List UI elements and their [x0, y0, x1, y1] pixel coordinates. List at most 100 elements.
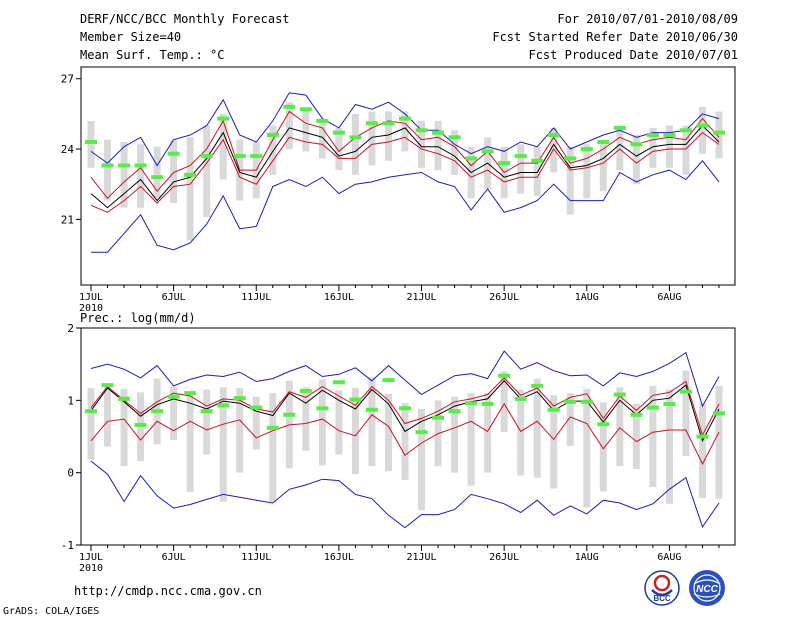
- obs-marker: [713, 130, 725, 135]
- spread-box: [599, 142, 607, 192]
- spread-box: [665, 389, 673, 504]
- spread-box: [368, 111, 376, 166]
- x-tick-label: 6AUG: [657, 292, 681, 303]
- spread-box: [418, 409, 426, 511]
- spread-box: [649, 385, 657, 488]
- spread-box: [434, 120, 442, 171]
- y-tick-label: 27: [61, 73, 74, 86]
- obs-marker: [580, 147, 593, 152]
- spread-box: [599, 402, 607, 492]
- spread-box: [368, 377, 376, 467]
- obs-marker: [713, 411, 725, 416]
- x-tick-label: 6JUL: [162, 552, 186, 563]
- y-tick-label: -1: [61, 539, 74, 552]
- obs-marker: [200, 154, 213, 159]
- obs-marker: [465, 401, 478, 406]
- ncc-logo-text: NCC: [696, 584, 718, 595]
- obs-marker: [597, 140, 610, 145]
- spread-box: [87, 388, 95, 460]
- obs-marker: [448, 135, 461, 140]
- obs-marker: [118, 396, 131, 401]
- obs-marker: [564, 156, 577, 161]
- obs-marker: [134, 422, 147, 427]
- chart-title: DERF/NCC/BCC Monthly Forecast: [80, 12, 290, 26]
- obs-marker: [531, 158, 544, 163]
- obs-marker: [498, 161, 511, 166]
- obs-marker: [630, 412, 643, 417]
- member-size: Member Size=40: [80, 30, 182, 44]
- obs-marker: [679, 389, 692, 394]
- spread-box: [120, 142, 128, 208]
- grads-credit: GrADS: COLA/IGES: [3, 606, 100, 617]
- obs-marker: [167, 151, 180, 156]
- obs-marker: [679, 128, 692, 133]
- spread-box: [269, 393, 277, 504]
- spread-box: [302, 109, 310, 152]
- obs-marker: [217, 116, 230, 121]
- spread-box: [318, 123, 326, 159]
- obs-marker: [547, 407, 560, 412]
- obs-marker: [332, 380, 345, 385]
- forecast-period: For 2010/07/01-2010/08/09: [557, 12, 738, 26]
- spread-box: [252, 396, 260, 450]
- spread-box: [665, 125, 673, 168]
- obs-marker: [696, 123, 709, 128]
- spread-box: [550, 395, 558, 489]
- spread-box: [682, 370, 690, 457]
- obs-marker: [233, 154, 246, 159]
- precip-label: Prec.: log(mm/d): [80, 311, 196, 325]
- max-line: [90, 92, 720, 167]
- spread-box: [550, 127, 558, 173]
- bcc-logo-text: BCC: [653, 594, 671, 603]
- obs-marker: [299, 388, 312, 393]
- obs-marker: [349, 397, 362, 402]
- obs-marker: [432, 415, 445, 420]
- obs-marker: [399, 406, 411, 411]
- precipitation-panel: 1JUL 6JUL 11JUL 16JUL 21JUL 26JUL 1AUG 6AUG 2010…: [61, 322, 736, 574]
- spread-box: [318, 379, 326, 466]
- spread-box: [186, 393, 194, 493]
- obs-marker: [481, 401, 494, 406]
- obs-marker: [663, 401, 676, 406]
- spread-box: [715, 111, 723, 159]
- bcc-logo: BCC: [644, 570, 680, 606]
- spread-box: [186, 137, 194, 241]
- spread-box: [120, 388, 128, 467]
- x-tick-label: 1JUL: [79, 552, 103, 563]
- obs-marker: [151, 175, 164, 180]
- spread-box: [203, 125, 211, 218]
- obs-marker: [151, 409, 164, 414]
- upper-line: [90, 377, 720, 437]
- obs-marker: [101, 383, 114, 388]
- forecast-started: Fcst Started Refer Date 2010/06/30: [492, 30, 738, 44]
- spread-box: [384, 111, 392, 161]
- obs-marker: [299, 107, 312, 112]
- obs-marker: [85, 140, 97, 145]
- obs-marker: [250, 154, 263, 159]
- spread-box: [649, 127, 657, 168]
- spread-box: [698, 106, 706, 154]
- x-year-label: 2010: [79, 563, 103, 574]
- obs-marker: [283, 104, 296, 109]
- spread-box: [104, 387, 112, 447]
- obs-marker: [365, 121, 378, 126]
- temperature-panel: 1JUL 6JUL 11JUL 16JUL 21JUL 26JUL 1AUG 6AUG 2010…: [61, 66, 736, 314]
- obs-marker: [613, 125, 626, 130]
- spread-box: [351, 113, 359, 175]
- spread-box: [682, 125, 690, 175]
- spread-box: [170, 386, 178, 441]
- spread-box: [351, 388, 359, 475]
- obs-marker: [448, 409, 461, 414]
- obs-marker: [382, 121, 395, 126]
- spread-box: [616, 125, 624, 171]
- mean-line: [90, 380, 720, 443]
- plot-frame: [80, 327, 736, 546]
- obs-marker: [365, 407, 378, 412]
- spread-box: [500, 371, 508, 433]
- spread-box: [137, 144, 145, 208]
- spread-box: [153, 146, 161, 199]
- obs-marker: [514, 396, 527, 401]
- spread-box: [583, 388, 591, 508]
- spread-box: [285, 102, 293, 150]
